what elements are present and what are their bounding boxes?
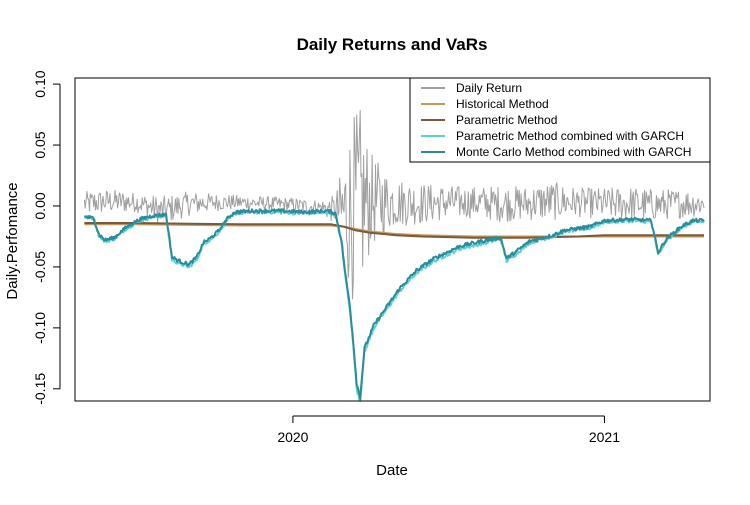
legend-box (409, 77, 711, 163)
x-axis-label: Date (376, 462, 408, 479)
legend: Daily Return Historical Method Parametric … (409, 77, 711, 163)
series-line-0 (83, 109, 705, 300)
legend-label-3: Parametric Method combined with GARCH (456, 129, 684, 143)
y-axis-label: Daily.Perfomance (4, 182, 21, 299)
y-tick-label: -0.15 (32, 373, 48, 405)
y-tick-label: 0.10 (32, 70, 48, 97)
axes-layer: -0.15 -0.10 -0.05 0.00 0.05 0.10 2020 2021 (32, 70, 620, 445)
series-layer (83, 109, 705, 402)
legend-label-4: Monte Carlo Method combined with GARCH (456, 145, 691, 159)
y-tick-label: 0.00 (32, 192, 48, 219)
plot-frame (74, 77, 711, 402)
series-line-4 (83, 208, 705, 401)
legend-label-1: Historical Method (456, 97, 549, 111)
legend-label-0: Daily Return (456, 81, 522, 95)
y-tick-label: -0.05 (32, 251, 48, 283)
y-tick-label: -0.10 (32, 312, 48, 344)
x-tick-label: 2020 (277, 429, 308, 445)
x-tick-label: 2021 (589, 429, 620, 445)
legend-label-2: Parametric Method (456, 113, 557, 127)
chart-title: Daily Returns and VaRs (297, 35, 488, 54)
y-tick-label: 0.05 (32, 131, 48, 158)
